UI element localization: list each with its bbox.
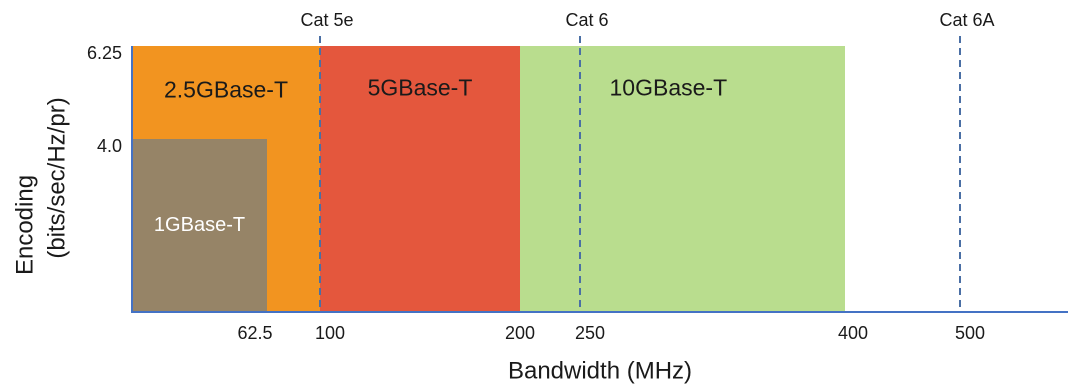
- x-tick-label-62-5: 62.5: [237, 323, 272, 343]
- x-tick-label-400: 400: [838, 323, 868, 343]
- x-tick-label-200: 200: [505, 323, 535, 343]
- y-tick-label-4-0: 4.0: [97, 136, 122, 156]
- region-10gbase-t: [520, 46, 845, 312]
- axes-layer: [131, 46, 1068, 313]
- region-1gbase-t: [132, 139, 267, 312]
- regions-layer: [132, 46, 845, 312]
- y-axis-title-line2: (bits/sec/Hz/pr): [43, 97, 70, 258]
- labels-layer: 10GBase-T 5GBase-T 2.5GBase-T 1GBase-T Cat 5…: [11, 10, 994, 385]
- x-tick-label-500: 500: [955, 323, 985, 343]
- region-label-2-5gbase-t: 2.5GBase-T: [164, 77, 288, 103]
- x-tick-label-250: 250: [575, 323, 605, 343]
- marker-label-cat-6: Cat 6: [565, 10, 608, 30]
- region-5gbase-t: [320, 46, 520, 312]
- x-axis-title: Bandwidth (MHz): [508, 357, 692, 384]
- region-label-1gbase-t: 1GBase-T: [154, 214, 245, 236]
- marker-label-cat-5e: Cat 5e: [300, 10, 353, 30]
- y-tick-label-6-25: 6.25: [87, 43, 122, 63]
- cable-markers-layer: [319, 36, 961, 312]
- x-tick-label-100: 100: [315, 323, 345, 343]
- y-axis-title-line1: Encoding: [11, 175, 38, 275]
- region-label-5gbase-t: 5GBase-T: [368, 74, 473, 100]
- region-label-10gbase-t: 10GBase-T: [610, 74, 728, 100]
- marker-label-cat-6a: Cat 6A: [939, 10, 994, 30]
